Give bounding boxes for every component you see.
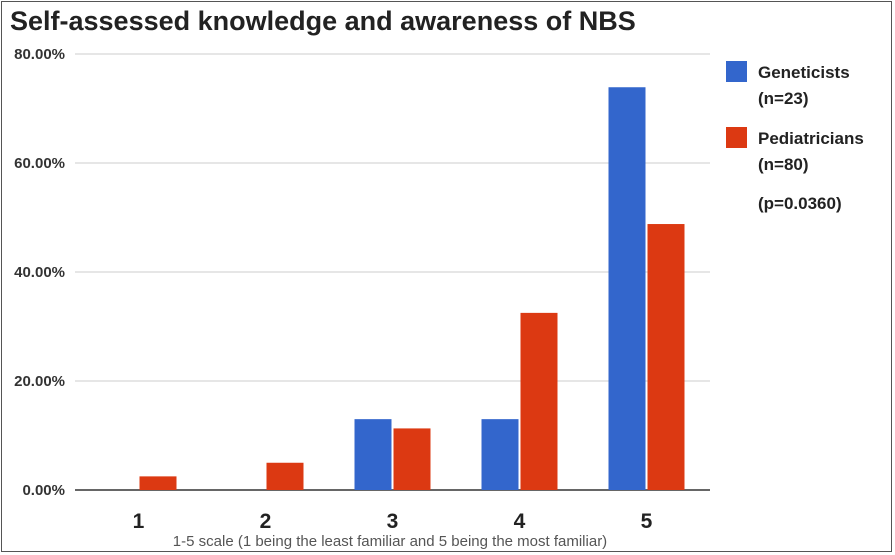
x-tick-label: 5 <box>641 510 653 533</box>
x-tick-label: 4 <box>514 510 526 533</box>
x-axis-label: 1-5 scale (1 being the least familiar an… <box>173 533 607 550</box>
y-tick-label: 0.00% <box>22 482 65 499</box>
legend-sample-size-pediatricians: (n=80) <box>758 155 809 174</box>
x-tick-label: 1 <box>133 510 145 533</box>
legend: Geneticists (n=23) Pediatricians (n=80) <box>726 61 864 174</box>
x-tick-label: 3 <box>387 510 399 533</box>
y-tick-label: 20.00% <box>14 373 65 390</box>
y-tick-label: 40.00% <box>14 264 65 281</box>
bar-pediatricians-3 <box>393 428 431 490</box>
bar-pediatricians-5 <box>647 224 685 491</box>
bar-geneticists-3 <box>354 419 392 490</box>
bar-pediatricians-1 <box>139 476 177 490</box>
legend-sample-size-geneticists: (n=23) <box>758 89 809 108</box>
bar-pediatricians-4 <box>520 312 558 490</box>
chart-title: Self-assessed knowledge and awareness of… <box>10 6 636 36</box>
legend-label-geneticists: Geneticists <box>758 63 850 82</box>
gridlines <box>75 53 710 491</box>
bars <box>139 87 685 491</box>
p-value-annotation: (p=0.0360) <box>758 194 842 213</box>
legend-label-pediatricians: Pediatricians <box>758 129 864 148</box>
legend-swatch-geneticists <box>726 61 747 82</box>
legend-swatch-pediatricians <box>726 127 747 148</box>
y-tick-label: 60.00% <box>14 155 65 172</box>
y-axis-ticks: 0.00% 20.00% 40.00% 60.00% 80.00% <box>14 46 65 499</box>
y-tick-label: 80.00% <box>14 46 65 63</box>
x-tick-label: 2 <box>260 510 272 533</box>
bar-geneticists-5 <box>608 87 646 491</box>
bar-pediatricians-2 <box>266 462 304 490</box>
bar-geneticists-4 <box>481 419 519 490</box>
x-axis-ticks: 1 2 3 4 5 <box>133 510 653 533</box>
